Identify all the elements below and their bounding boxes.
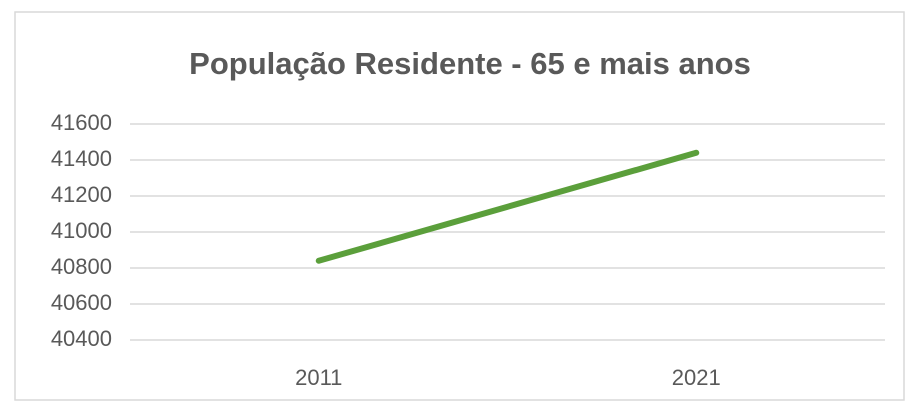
data-line	[315, 149, 700, 264]
y-tick-label: 40600	[51, 290, 112, 315]
x-tick-label: 2021	[672, 365, 721, 390]
y-tick-label: 41000	[51, 218, 112, 243]
y-tick-label: 40400	[51, 326, 112, 351]
y-tick-label: 41400	[51, 146, 112, 171]
y-tick-label: 41600	[51, 110, 112, 135]
chart-frame	[14, 11, 905, 401]
chart-title: População Residente - 65 e mais anos	[189, 46, 751, 81]
y-tick-label: 40800	[51, 254, 112, 279]
y-tick-label: 41200	[51, 182, 112, 207]
x-tick-label: 2011	[295, 365, 342, 390]
